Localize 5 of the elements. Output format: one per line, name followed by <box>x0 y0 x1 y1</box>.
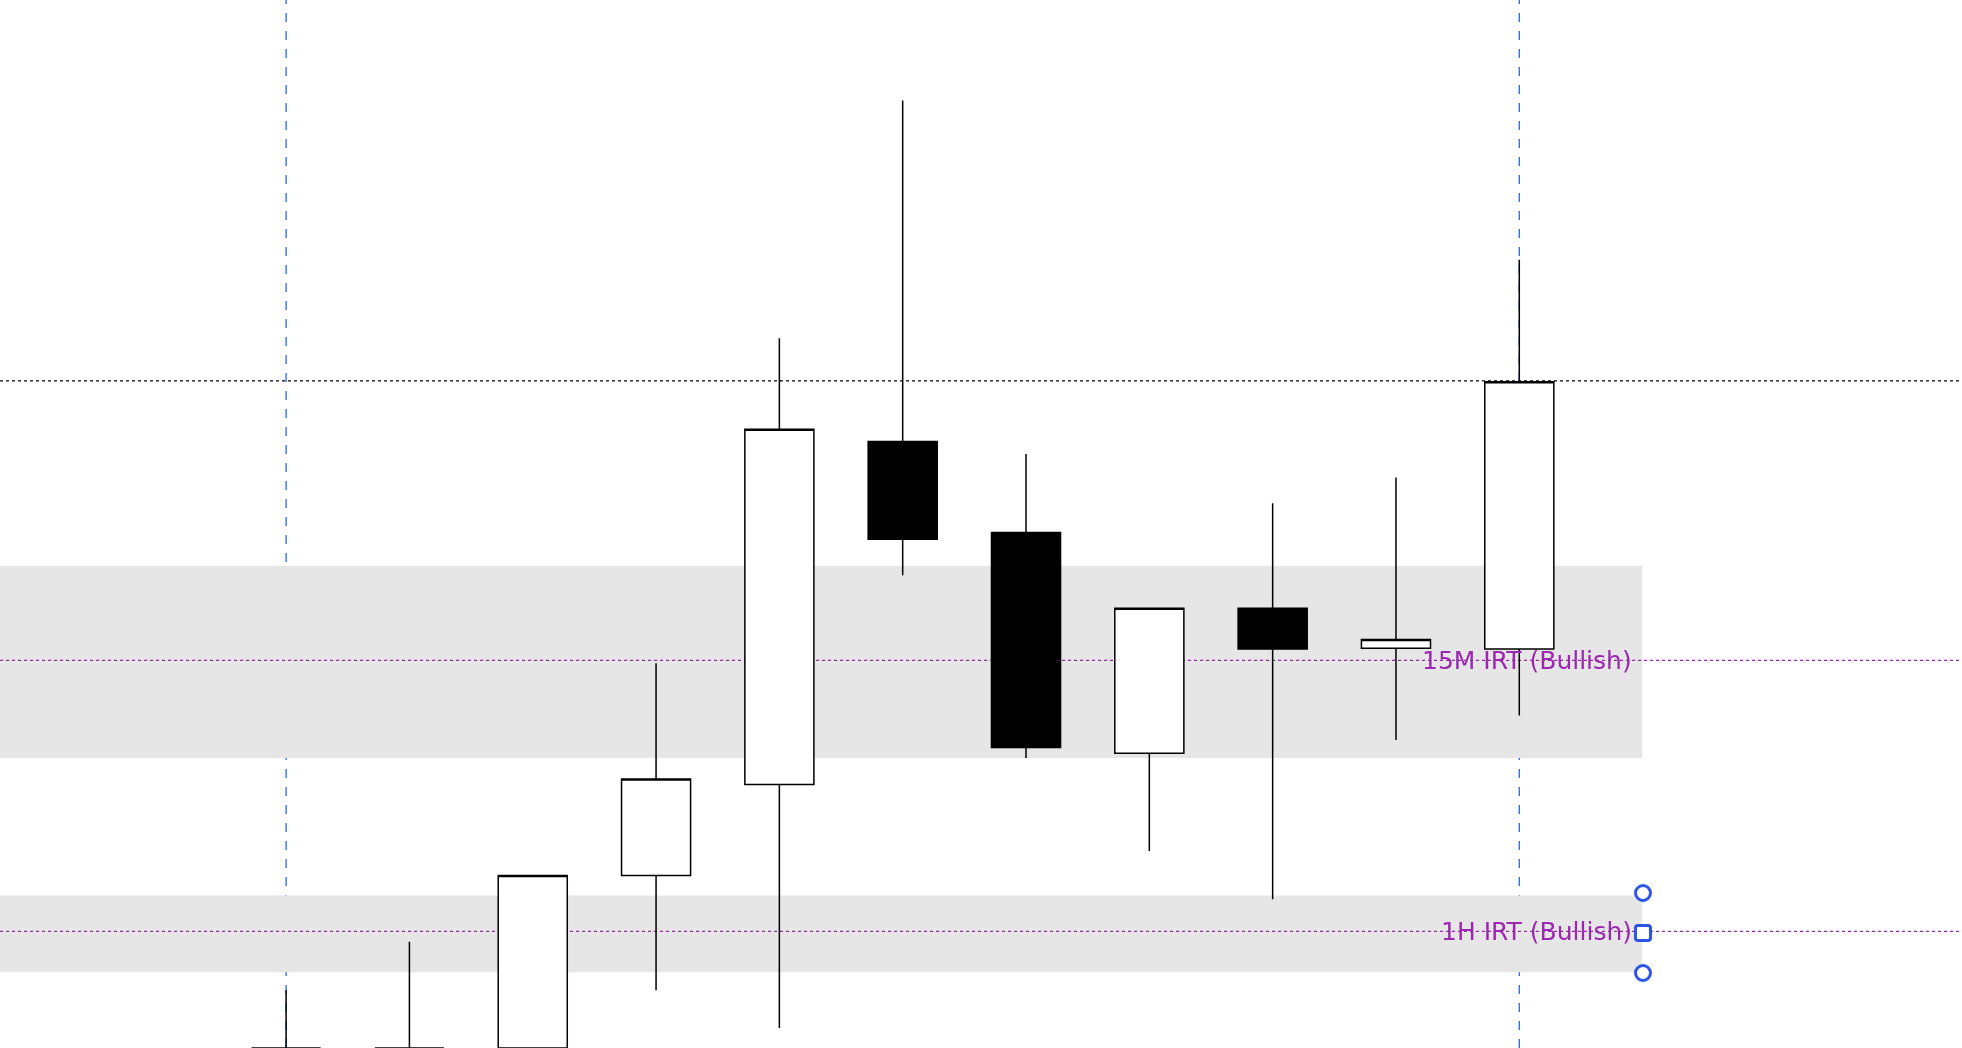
candlestick <box>1114 607 1185 852</box>
candlestick <box>620 662 692 991</box>
candlestick <box>1237 502 1308 900</box>
ref-line-label: 1H IRT (Bullish) <box>1441 917 1633 946</box>
candlestick <box>990 453 1062 759</box>
